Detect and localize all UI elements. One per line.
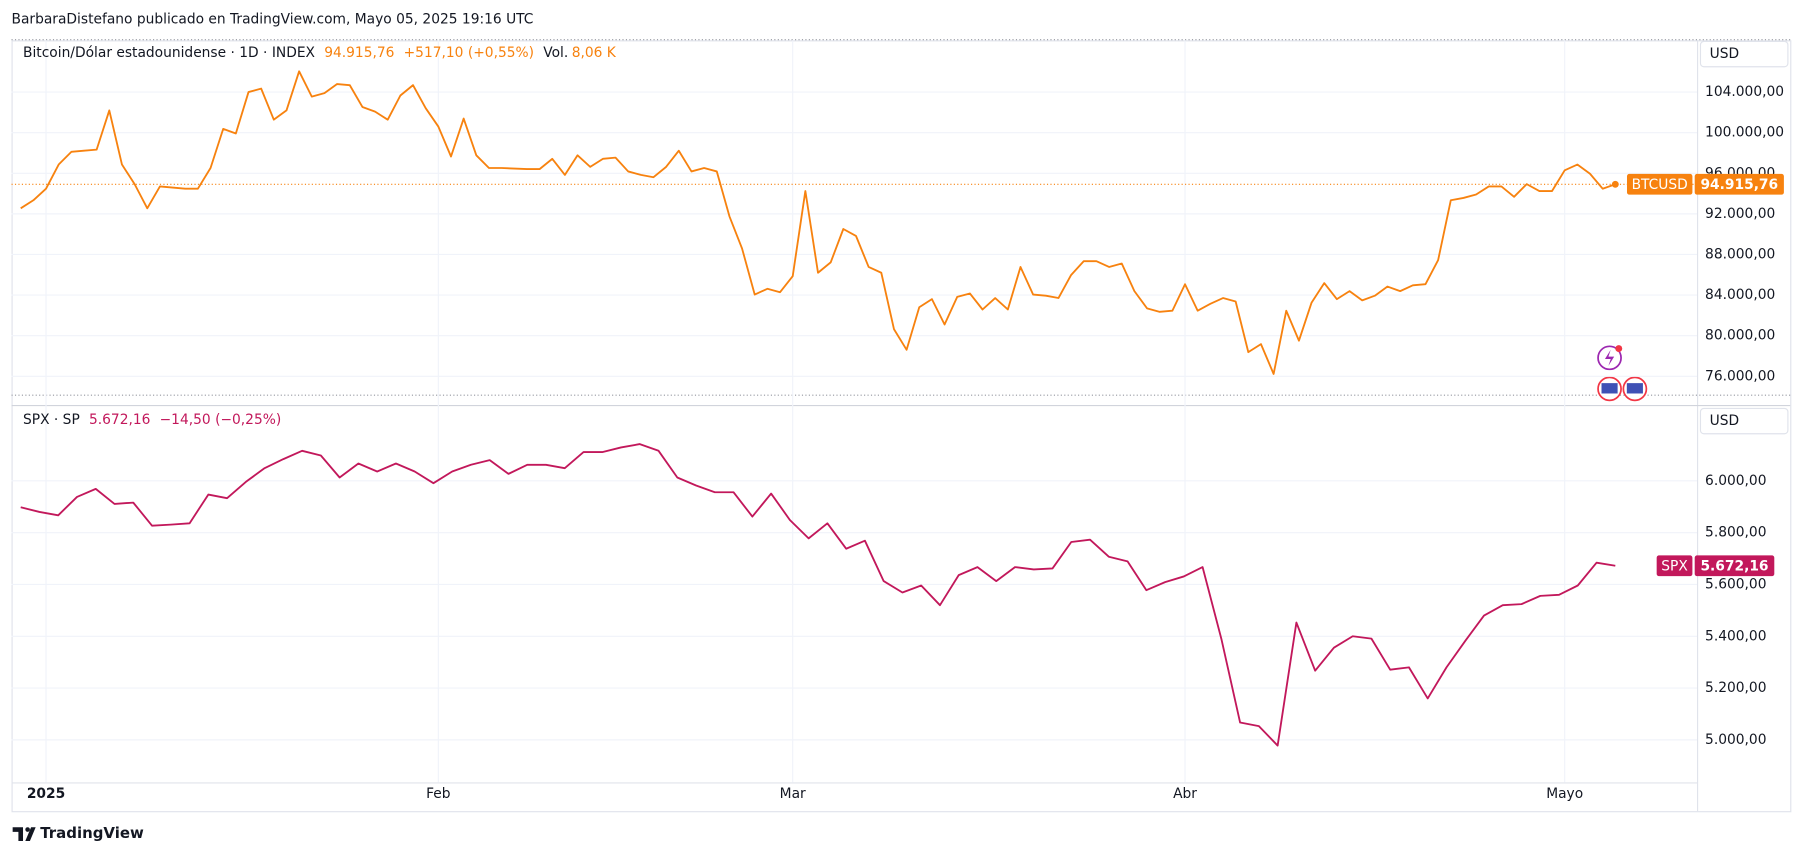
- y-tick-label: 5.800,00: [1705, 525, 1766, 541]
- currency: USD: [1710, 46, 1739, 62]
- symbol-tag: [1656, 555, 1693, 577]
- legend-volume: 8,06 K: [572, 45, 617, 61]
- y-tick-label: 88.000,00: [1705, 246, 1775, 262]
- logo: TradingView: [12, 824, 144, 842]
- y-tick-label: 5.600,00: [1705, 576, 1766, 592]
- legend-change: −14,50 (−0,25%): [160, 412, 282, 428]
- last-point: [1611, 180, 1619, 188]
- legend-change: +517,10 (+0,55%): [404, 45, 534, 61]
- y-tick-label: 5.400,00: [1705, 628, 1766, 644]
- y-tick-label: 5.200,00: [1705, 680, 1766, 696]
- attribution: BarbaraDistefano publicado en TradingVie…: [12, 12, 534, 28]
- flag: [1601, 383, 1618, 394]
- y-tick-label: 100.000,00: [1705, 125, 1784, 141]
- y-tick-label: 92.000,00: [1705, 206, 1775, 222]
- series-line: [20, 443, 1616, 747]
- x-tick-label: Mar: [780, 786, 806, 802]
- y-tick-label: 104.000,00: [1705, 84, 1784, 100]
- symbol-tag-name: BTCUSD: [1632, 177, 1688, 193]
- currency-box: [1699, 407, 1789, 435]
- event-dot: [1615, 345, 1623, 353]
- y-tick-label: 6.000,00: [1705, 473, 1766, 489]
- x-tick-label: Abr: [1173, 786, 1197, 802]
- frame: [11, 40, 1792, 813]
- flag: [1626, 383, 1643, 394]
- legend-title: Bitcoin/Dólar estadounidense · 1D · INDE…: [23, 45, 316, 61]
- logo-mark: [12, 827, 36, 842]
- price-tag: [1694, 555, 1775, 577]
- price-tag-value: 94.915,76: [1700, 177, 1778, 193]
- currency-box: [1699, 40, 1789, 68]
- price-tag-value: 5.672,16: [1700, 558, 1768, 574]
- legend-last-price-label: 94.915,76: [324, 45, 394, 61]
- x-tick-label: 2025: [27, 786, 65, 802]
- symbol-tag: [1626, 173, 1693, 195]
- y-tick-label: 5.000,00: [1705, 732, 1766, 748]
- y-tick-label: 84.000,00: [1705, 287, 1775, 303]
- series-line: [20, 70, 1616, 375]
- event-icon-glyph: [1604, 349, 1615, 366]
- logo-dot: [25, 827, 30, 832]
- legend-title: SPX · SP: [23, 412, 80, 428]
- y-tick-label: 76.000,00: [1705, 368, 1775, 384]
- legend-last-price-label: 5.672,16: [89, 412, 150, 428]
- symbol-tag-name: SPX: [1661, 558, 1688, 574]
- logo-text: TradingView: [40, 824, 144, 842]
- x-tick-label: Feb: [426, 786, 450, 802]
- currency: USD: [1710, 413, 1739, 429]
- price-tag: [1694, 173, 1784, 195]
- y-tick-label: 80.000,00: [1705, 328, 1775, 344]
- event-icons[interactable]: [1597, 345, 1648, 402]
- legend-volume-label: Vol.: [543, 45, 568, 61]
- x-tick-label: Mayo: [1546, 786, 1583, 802]
